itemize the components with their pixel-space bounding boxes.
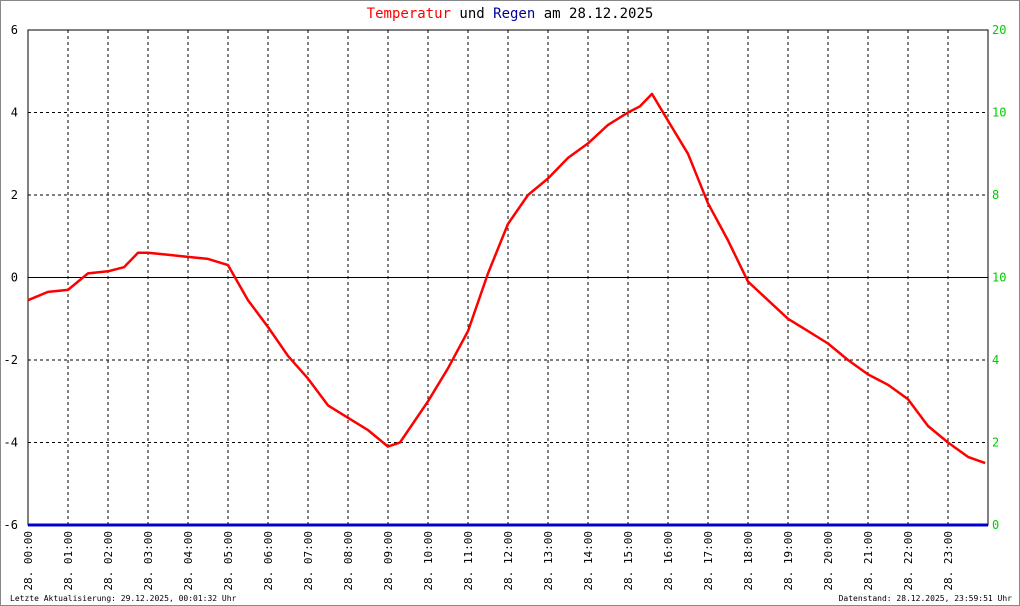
x-tick-label: 28. 23:00 (942, 531, 955, 591)
y-tick-label: -2 (4, 353, 18, 367)
x-tick-label: 28. 08:00 (342, 531, 355, 591)
x-tick-label: 28. 13:00 (542, 531, 555, 591)
x-tick-label: 28. 15:00 (622, 531, 635, 591)
x-tick-label: 28. 20:00 (822, 531, 835, 591)
y2-tick-label: 4 (992, 353, 999, 367)
y-tick-label: 2 (11, 188, 18, 202)
y-tick-label: 4 (11, 106, 18, 120)
title-part: am 28.12.2025 (544, 6, 654, 22)
x-tick-label: 28. 04:00 (182, 531, 195, 591)
y2-tick-label: 10 (992, 106, 1006, 120)
x-tick-label: 28. 19:00 (782, 531, 795, 591)
title-part: Regen (493, 6, 535, 22)
y-tick-label: -4 (4, 436, 18, 450)
series-line (27, 92, 986, 465)
x-tick-label: 28. 18:00 (742, 531, 755, 591)
x-tick-label: 28. 02:00 (102, 531, 115, 591)
footer-left: Letzte Aktualisierung: 29.12.2025, 00:01… (10, 594, 237, 603)
footer-right: Datenstand: 28.12.2025, 23:59:51 Uhr (839, 594, 1013, 603)
x-tick-label: 28. 10:00 (422, 531, 435, 591)
x-tick-label: 28. 16:00 (662, 531, 675, 591)
x-tick-label: 28. 17:00 (702, 531, 715, 591)
x-tick-label: 28. 00:00 (22, 531, 35, 591)
x-tick-label: 28. 07:00 (302, 531, 315, 591)
x-tick-label: 28. 01:00 (62, 531, 75, 591)
x-tick-label: 28. 11:00 (462, 531, 475, 591)
y2-tick-label: 2 (992, 436, 999, 450)
x-tick-label: 28. 14:00 (582, 531, 595, 591)
y2-tick-label: 10 (992, 271, 1006, 285)
x-tick-label: 28. 03:00 (142, 531, 155, 591)
title-part: und (459, 6, 484, 22)
y-tick-label: -6 (4, 518, 18, 532)
y2-tick-label: 8 (992, 188, 999, 202)
x-tick-label: 28. 12:00 (502, 531, 515, 591)
x-tick-label: 28. 09:00 (382, 531, 395, 591)
x-tick-label: 28. 21:00 (862, 531, 875, 591)
x-tick-label: 28. 05:00 (222, 531, 235, 591)
y-tick-label: 0 (11, 271, 18, 285)
y2-tick-label: 0 (992, 518, 999, 532)
x-tick-label: 28. 06:00 (262, 531, 275, 591)
y2-tick-label: 20 (992, 23, 1006, 37)
title-part: Temperatur (367, 6, 451, 22)
chart-title: Temperatur und Regen am 28.12.2025 (367, 6, 654, 22)
x-tick-label: 28. 22:00 (902, 531, 915, 591)
y-tick-label: 6 (11, 23, 18, 37)
